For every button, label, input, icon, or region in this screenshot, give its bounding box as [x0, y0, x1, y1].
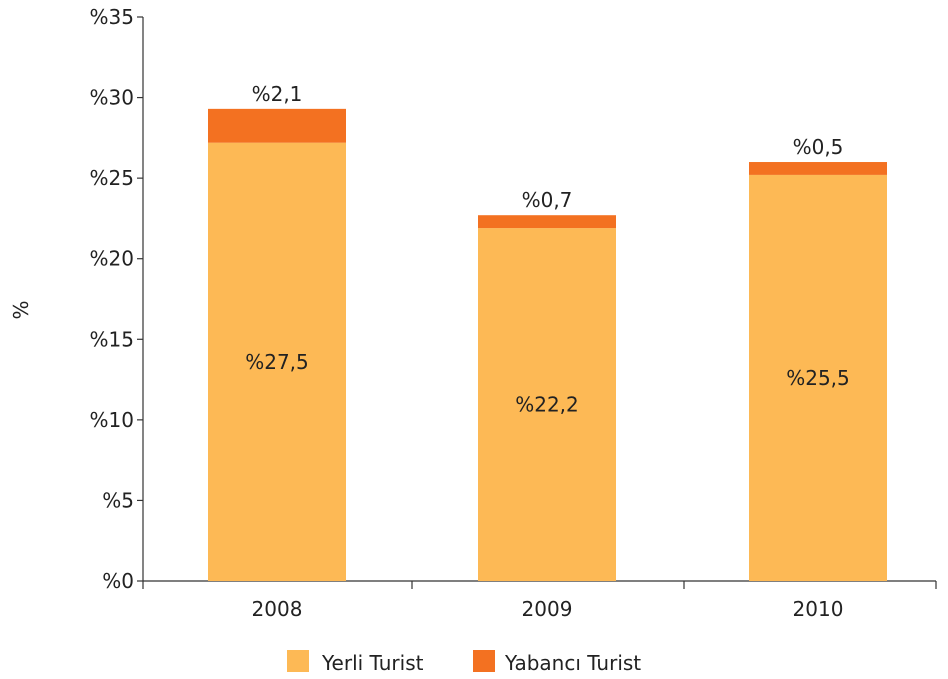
bars: [208, 108, 887, 582]
legend-label-yerli: Yerli Turist: [321, 651, 424, 675]
bar-yerli-turist: [208, 142, 346, 582]
y-tick-label: %25: [90, 166, 134, 190]
y-tick-label: %15: [90, 327, 134, 351]
x-tick-label: 2008: [252, 597, 303, 621]
x-tick-label: 2009: [522, 597, 573, 621]
bar-yerli-turist: [749, 174, 887, 582]
x-tick-label: 2010: [793, 597, 844, 621]
y-axis: %0 %5 %10 %15 %20 %25 %30 %35: [90, 5, 144, 593]
data-label-yabanci: %2,1: [252, 82, 303, 106]
data-labels: %27,5 %2,1 %22,2 %0,7 %25,5 %0,5: [245, 82, 850, 417]
bar-yerli-turist: [478, 228, 616, 581]
y-tick-label: %0: [102, 569, 134, 593]
data-label-yerli: %22,2: [515, 393, 579, 417]
bar-yabanci-turist: [208, 108, 346, 143]
y-axis-title: %: [9, 300, 33, 319]
y-tick-label: %5: [102, 488, 134, 512]
legend-swatch-yabanci: [473, 650, 495, 672]
data-label-yabanci: %0,5: [793, 135, 844, 159]
y-tick-label: %10: [90, 408, 134, 432]
y-tick-label: %35: [90, 5, 134, 29]
y-tick-label: %30: [90, 86, 134, 110]
x-axis: 2008 2009 2010: [143, 580, 937, 621]
legend: Yerli Turist Yabancı Turist: [287, 650, 641, 675]
data-label-yabanci: %0,7: [522, 188, 573, 212]
bar-yabanci-turist: [478, 215, 616, 229]
data-label-yerli: %25,5: [786, 366, 850, 390]
legend-swatch-yerli: [287, 650, 309, 672]
y-tick-label: %20: [90, 247, 134, 271]
data-label-yerli: %27,5: [245, 350, 309, 374]
bar-yabanci-turist: [749, 162, 887, 175]
legend-label-yabanci: Yabancı Turist: [504, 651, 641, 675]
